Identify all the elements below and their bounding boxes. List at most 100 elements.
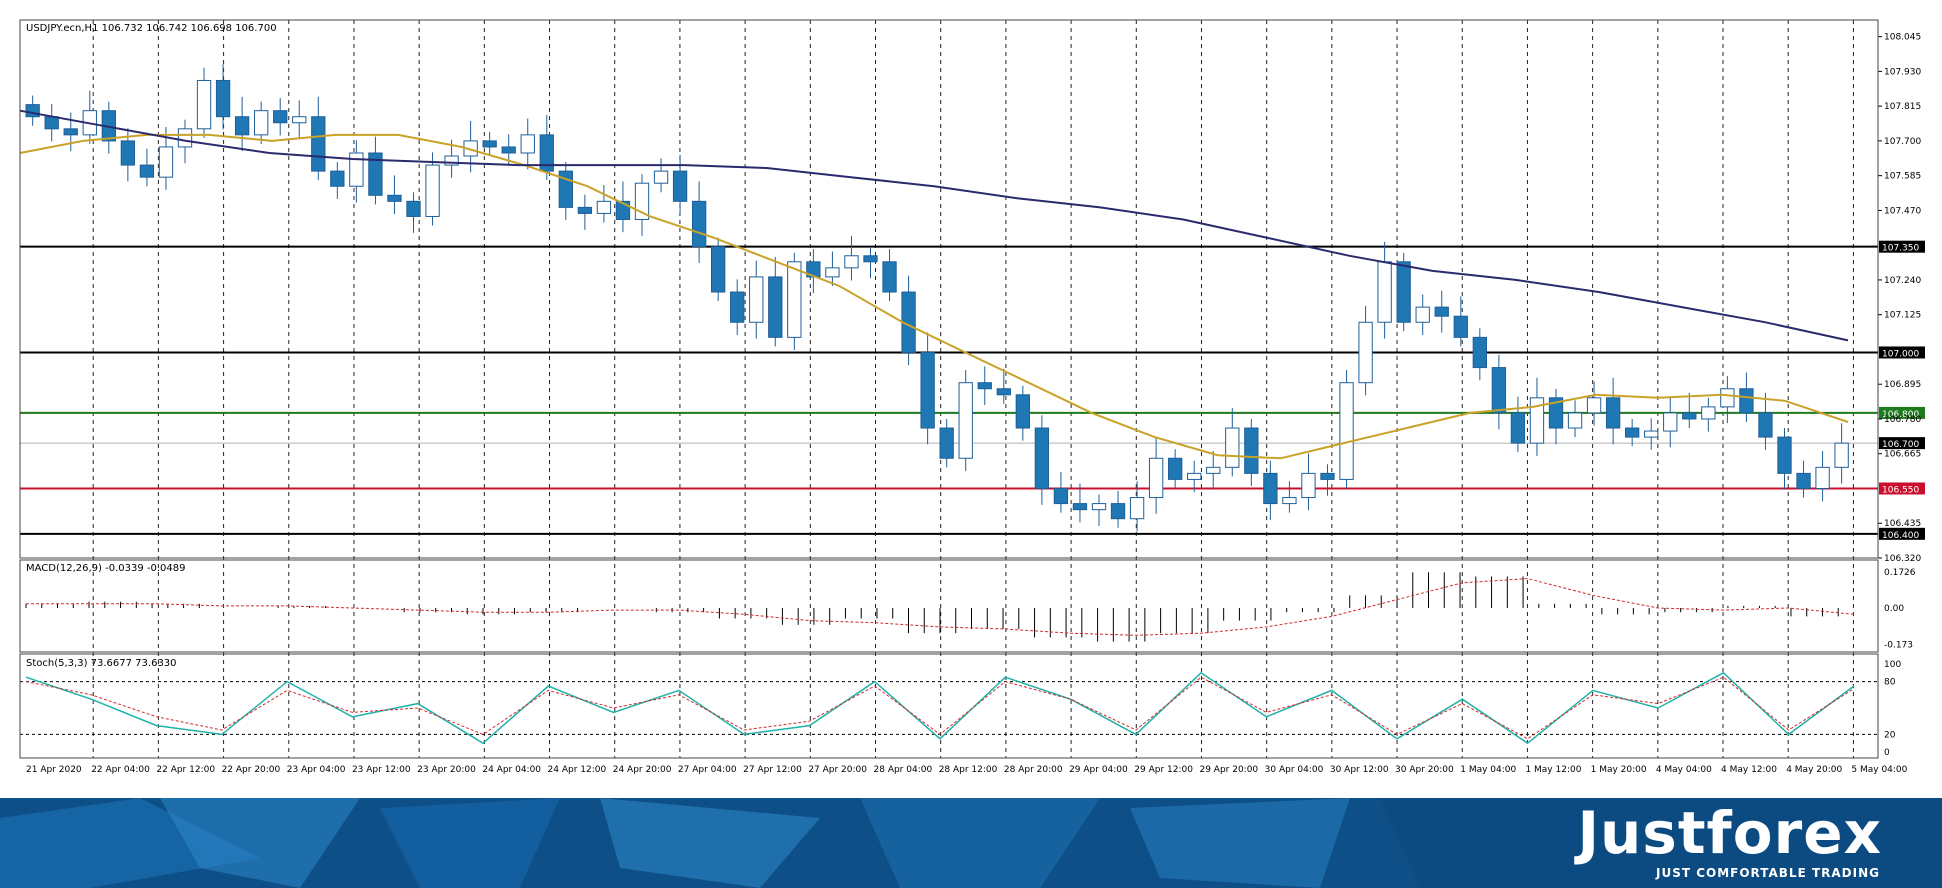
candle bbox=[1339, 370, 1354, 489]
ma-fast-line bbox=[19, 133, 1849, 460]
price-tick-label: 106.435 bbox=[1884, 519, 1921, 529]
stoch-tick-label: 0 bbox=[1884, 748, 1890, 758]
stoch-tick-label: 80 bbox=[1884, 678, 1896, 688]
candle bbox=[1567, 400, 1583, 438]
brand-logo: Justforex bbox=[1577, 799, 1882, 867]
time-tick-label: 29 Apr 04:00 bbox=[1069, 765, 1128, 775]
candle bbox=[1282, 481, 1297, 513]
candle bbox=[520, 118, 535, 170]
candle bbox=[1034, 415, 1050, 505]
level-label: 106.700 bbox=[1882, 440, 1919, 450]
candle bbox=[806, 249, 821, 294]
candle bbox=[1796, 460, 1811, 498]
horizontal-levels bbox=[20, 245, 1878, 535]
candle bbox=[1110, 490, 1126, 528]
candle bbox=[653, 158, 669, 193]
brand-footer: Justforex JUST COMFORTABLE TRADING bbox=[0, 798, 1942, 888]
candle bbox=[196, 67, 212, 138]
macd-tick-label: 0.1726 bbox=[1884, 568, 1916, 578]
candle bbox=[1358, 305, 1373, 396]
candle bbox=[215, 64, 231, 130]
candle bbox=[558, 162, 573, 221]
candle bbox=[863, 246, 878, 279]
macd-pane-frame bbox=[19, 559, 1879, 653]
candle bbox=[1777, 428, 1792, 490]
stoch-tick-label: 100 bbox=[1884, 660, 1901, 670]
time-tick-label: 24 Apr 20:00 bbox=[613, 765, 672, 775]
time-tick-label: 30 Apr 12:00 bbox=[1330, 765, 1389, 775]
candle bbox=[691, 181, 707, 264]
candle bbox=[311, 96, 326, 181]
time-tick-label: 1 May 12:00 bbox=[1525, 765, 1581, 775]
candle bbox=[1720, 376, 1735, 424]
price-tick-label: 107.700 bbox=[1884, 137, 1921, 147]
price-tick-label: 106.320 bbox=[1884, 554, 1921, 564]
candle bbox=[1472, 328, 1487, 381]
candle bbox=[273, 97, 288, 136]
candle bbox=[577, 194, 593, 230]
time-tick-label: 28 Apr 04:00 bbox=[874, 765, 933, 775]
time-tick-label: 21 Apr 2020 bbox=[26, 765, 82, 775]
candle bbox=[1586, 381, 1602, 426]
candle bbox=[901, 275, 916, 366]
candle bbox=[825, 251, 840, 286]
time-tick-label: 1 May 04:00 bbox=[1460, 765, 1516, 775]
stoch-tick-label: 20 bbox=[1884, 730, 1896, 740]
price-tick-label: 107.585 bbox=[1884, 172, 1921, 182]
price-tick-label: 107.125 bbox=[1884, 311, 1921, 321]
candle bbox=[234, 96, 250, 152]
price-tick-label: 106.665 bbox=[1884, 450, 1921, 460]
candles bbox=[25, 64, 1849, 532]
candle bbox=[139, 148, 155, 187]
candle bbox=[1187, 460, 1202, 493]
candle bbox=[1206, 451, 1221, 490]
candle bbox=[1453, 296, 1468, 347]
candle bbox=[1091, 494, 1107, 526]
candle bbox=[1263, 460, 1278, 520]
macd-label: MACD(12,26,9) -0.0339 -0.0489 bbox=[26, 563, 186, 574]
candle bbox=[634, 174, 650, 236]
candle bbox=[1415, 294, 1430, 335]
level-tag bbox=[1879, 240, 1925, 253]
symbol-line: USDJPY.ecn,H1 106.732 106.742 106.698 10… bbox=[26, 23, 277, 34]
candle bbox=[1148, 438, 1164, 514]
candle bbox=[1320, 464, 1335, 496]
candle bbox=[1510, 396, 1526, 453]
price-chart: 107.350 107.000 106.800 106.700 106.550 106.4… bbox=[19, 19, 1925, 775]
candle bbox=[1244, 418, 1259, 487]
candle bbox=[330, 162, 345, 199]
candle bbox=[1168, 449, 1183, 489]
candle bbox=[387, 175, 402, 215]
candle bbox=[44, 104, 59, 142]
candle bbox=[882, 249, 897, 302]
price-tick-label: 106.780 bbox=[1884, 415, 1921, 425]
candle bbox=[977, 366, 992, 406]
candle bbox=[939, 418, 954, 468]
time-tick-label: 24 Apr 12:00 bbox=[548, 765, 607, 775]
candle bbox=[787, 252, 802, 351]
level-label: 106.400 bbox=[1882, 531, 1919, 541]
time-tick-label: 30 Apr 04:00 bbox=[1265, 765, 1324, 775]
candle bbox=[1644, 418, 1659, 450]
time-tick-label: 24 Apr 04:00 bbox=[482, 765, 541, 775]
candle bbox=[1053, 472, 1069, 513]
candle bbox=[1605, 377, 1621, 445]
time-tick-label: 23 Apr 04:00 bbox=[287, 765, 346, 775]
stoch-pane-frame bbox=[19, 653, 1879, 759]
candle bbox=[1815, 451, 1830, 502]
candle bbox=[1434, 290, 1449, 333]
time-tick-label: 4 May 04:00 bbox=[1656, 765, 1712, 775]
time-tick-label: 4 May 20:00 bbox=[1786, 765, 1842, 775]
time-tick-label: 22 Apr 04:00 bbox=[91, 765, 150, 775]
time-axis: 21 Apr 2020 22 Apr 04:00 22 Apr 12:00 22 Ap… bbox=[26, 765, 1908, 775]
brand-tagline: JUST COMFORTABLE TRADING bbox=[1655, 866, 1880, 880]
time-tick-label: 28 Apr 20:00 bbox=[1004, 765, 1063, 775]
level-tag bbox=[1879, 437, 1925, 450]
level-label: 106.550 bbox=[1882, 485, 1919, 495]
time-tick-label: 5 May 04:00 bbox=[1851, 765, 1907, 775]
moving-averages bbox=[19, 109, 1849, 460]
candle bbox=[1129, 481, 1145, 532]
candle bbox=[768, 256, 783, 347]
candle bbox=[596, 185, 612, 223]
price-tick-label: 106.895 bbox=[1884, 380, 1921, 390]
